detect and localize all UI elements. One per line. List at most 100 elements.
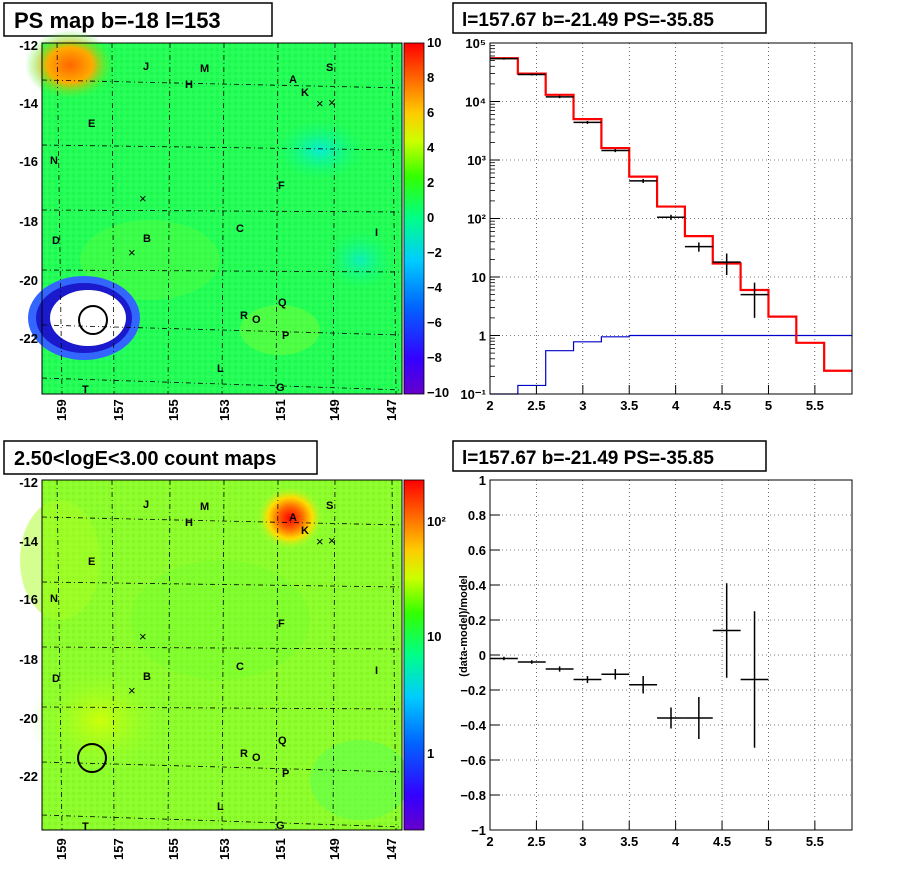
y-tick-label: -14 [19,534,39,549]
spectrum-x-tick-label: 5.5 [806,398,824,413]
source-label: E [88,118,95,130]
source-label: G [276,382,285,394]
ps-map-frame [41,42,403,395]
spectrum-x-tick-label: 4 [672,398,680,413]
count-map-source-labels: J M H A S K E N F C B D I Q R O P L T G … [50,499,378,833]
source-label: M [200,501,209,513]
spectrum-y-tick-label: 10⁵ [465,36,486,51]
source-label: P [282,768,289,780]
ps-model-line [490,334,852,395]
x-tick-label: 149 [327,838,342,860]
colorbar-tick: 10² [427,514,446,529]
ps-map-y-ticks: -12 -14 -16 -18 -20 -22 [19,38,39,346]
x-tick-label: 151 [273,838,288,860]
x-tick-label: 153 [217,399,232,421]
source-label: J [143,61,149,73]
spectrum-title-box [452,2,767,34]
residual-y-tick-label: 0.6 [468,543,486,558]
colorbar-tick: 10 [427,629,441,644]
source-label: D [52,235,60,247]
spectrum-y-tick-label: 10⁴ [465,95,486,110]
spectrum-title: l=157.67 b=-21.49 PS=-35.85 [462,10,714,31]
cross-marker: × [128,245,136,260]
colorbar-tick: −10 [427,385,449,400]
residual-y-tick-label: −0.6 [460,753,486,768]
source-label: N [50,155,58,167]
colorbar-tick: 8 [427,70,434,85]
spectrum-y-tick-label: 10⁻¹ [460,387,486,402]
source-label: A [289,74,297,86]
source-label: D [52,673,60,685]
source-label: R [240,310,248,322]
y-tick-label: -22 [19,331,38,346]
source-label: F [278,180,285,192]
y-tick-label: -22 [19,769,38,784]
source-label: Q [278,297,287,309]
roi-circle-top [78,305,108,335]
source-label: C [236,661,244,673]
source-label: T [82,821,89,833]
residual-y-tick-label: −0.4 [460,718,486,733]
y-tick-label: -18 [19,652,38,667]
count-map-image [20,480,410,830]
residual-x-tick-label: 5 [765,834,772,849]
colorbar-tick: −6 [427,315,442,330]
ps-map-colorbar: 10 8 6 4 2 0 −2 −4 −6 −8 −10 [403,35,449,400]
spectrum-x-tick-label: 2 [486,398,493,413]
colorbar-tick: 10 [427,35,441,50]
residual-marks [490,583,769,748]
source-label: Q [278,735,287,747]
x-tick-label: 147 [384,838,399,860]
spectrum-x-tick-label: 5 [765,398,772,413]
source-label: L [217,363,224,375]
residual-y-tick-label: 0.4 [468,578,487,593]
source-label: J [143,499,149,511]
residual-panel: l=157.67 b=-21.49 PS=-35.85 2 2.5 3 3.5 4 4.5… [452,440,853,849]
count-map-grid [41,479,403,831]
x-tick-label: 157 [111,838,126,860]
ps-map-title-box [3,2,273,37]
source-label: S [326,500,333,512]
residual-y-tick-label: −0.2 [460,683,486,698]
source-label: H [185,79,193,91]
spectrum-marks [490,57,852,395]
colorbar-tick: 4 [427,140,435,155]
residual-y-ticks: 1 0.8 0.6 0.4 0.2 0 −0.2 −0.4 −0.6 −0.8 −1 [460,473,500,838]
residual-x-ticks: 2 2.5 3 3.5 4 4.5 5 5.5 [486,821,824,849]
residual-x-tick-label: 3 [579,834,586,849]
residual-x-tick-label: 4 [672,834,680,849]
source-label: B [143,233,151,245]
count-map-y-ticks: -12 -14 -16 -18 -20 -22 [19,475,39,784]
spectrum-y-ticks: 10⁻¹ 1 10 10² 10³ 10⁴ 10⁵ [460,36,500,402]
x-tick-label: 153 [217,838,232,860]
spectrum-y-tick-label: 1 [479,329,486,344]
residual-x-tick-label: 4.5 [713,834,731,849]
residual-y-tick-label: 1 [479,473,486,488]
source-label: I [375,665,378,677]
spectrum-y-tick-label: 10³ [467,153,486,168]
count-map-x-ticks: 159 157 155 153 151 149 147 [54,838,399,860]
colorbar-tick: 0 [427,210,434,225]
source-label: L [217,801,224,813]
source-label: O [252,314,261,326]
colorbar-tick: 2 [427,175,434,190]
source-label: E [88,556,95,568]
ps-map-title: PS map b=-18 l=153 [14,8,221,33]
source-label: G [276,820,285,832]
residual-x-tick-label: 3.5 [620,834,638,849]
y-tick-label: -20 [19,711,38,726]
count-map-title-box [3,440,318,475]
spectrum-panel: l=157.67 b=-21.49 PS=-35.85 2 2.5 3 3.5 4 4.5… [452,2,853,413]
source-label: R [240,748,248,760]
residual-y-tick-label: 0 [479,648,486,663]
colorbar-tick: −8 [427,350,442,365]
source-label: F [278,618,285,630]
x-tick-label: 159 [54,399,69,421]
spectrum-x-ticks: 2 2.5 3 3.5 4 4.5 5 5.5 [486,385,824,413]
cross-marker: × [139,629,147,644]
residual-x-tick-label: 5.5 [806,834,824,849]
source-label: A [289,512,297,524]
count-map-frame [41,479,403,831]
source-label: K [301,525,309,537]
count-map-title: 2.50<logE<3.00 count maps [14,448,276,470]
